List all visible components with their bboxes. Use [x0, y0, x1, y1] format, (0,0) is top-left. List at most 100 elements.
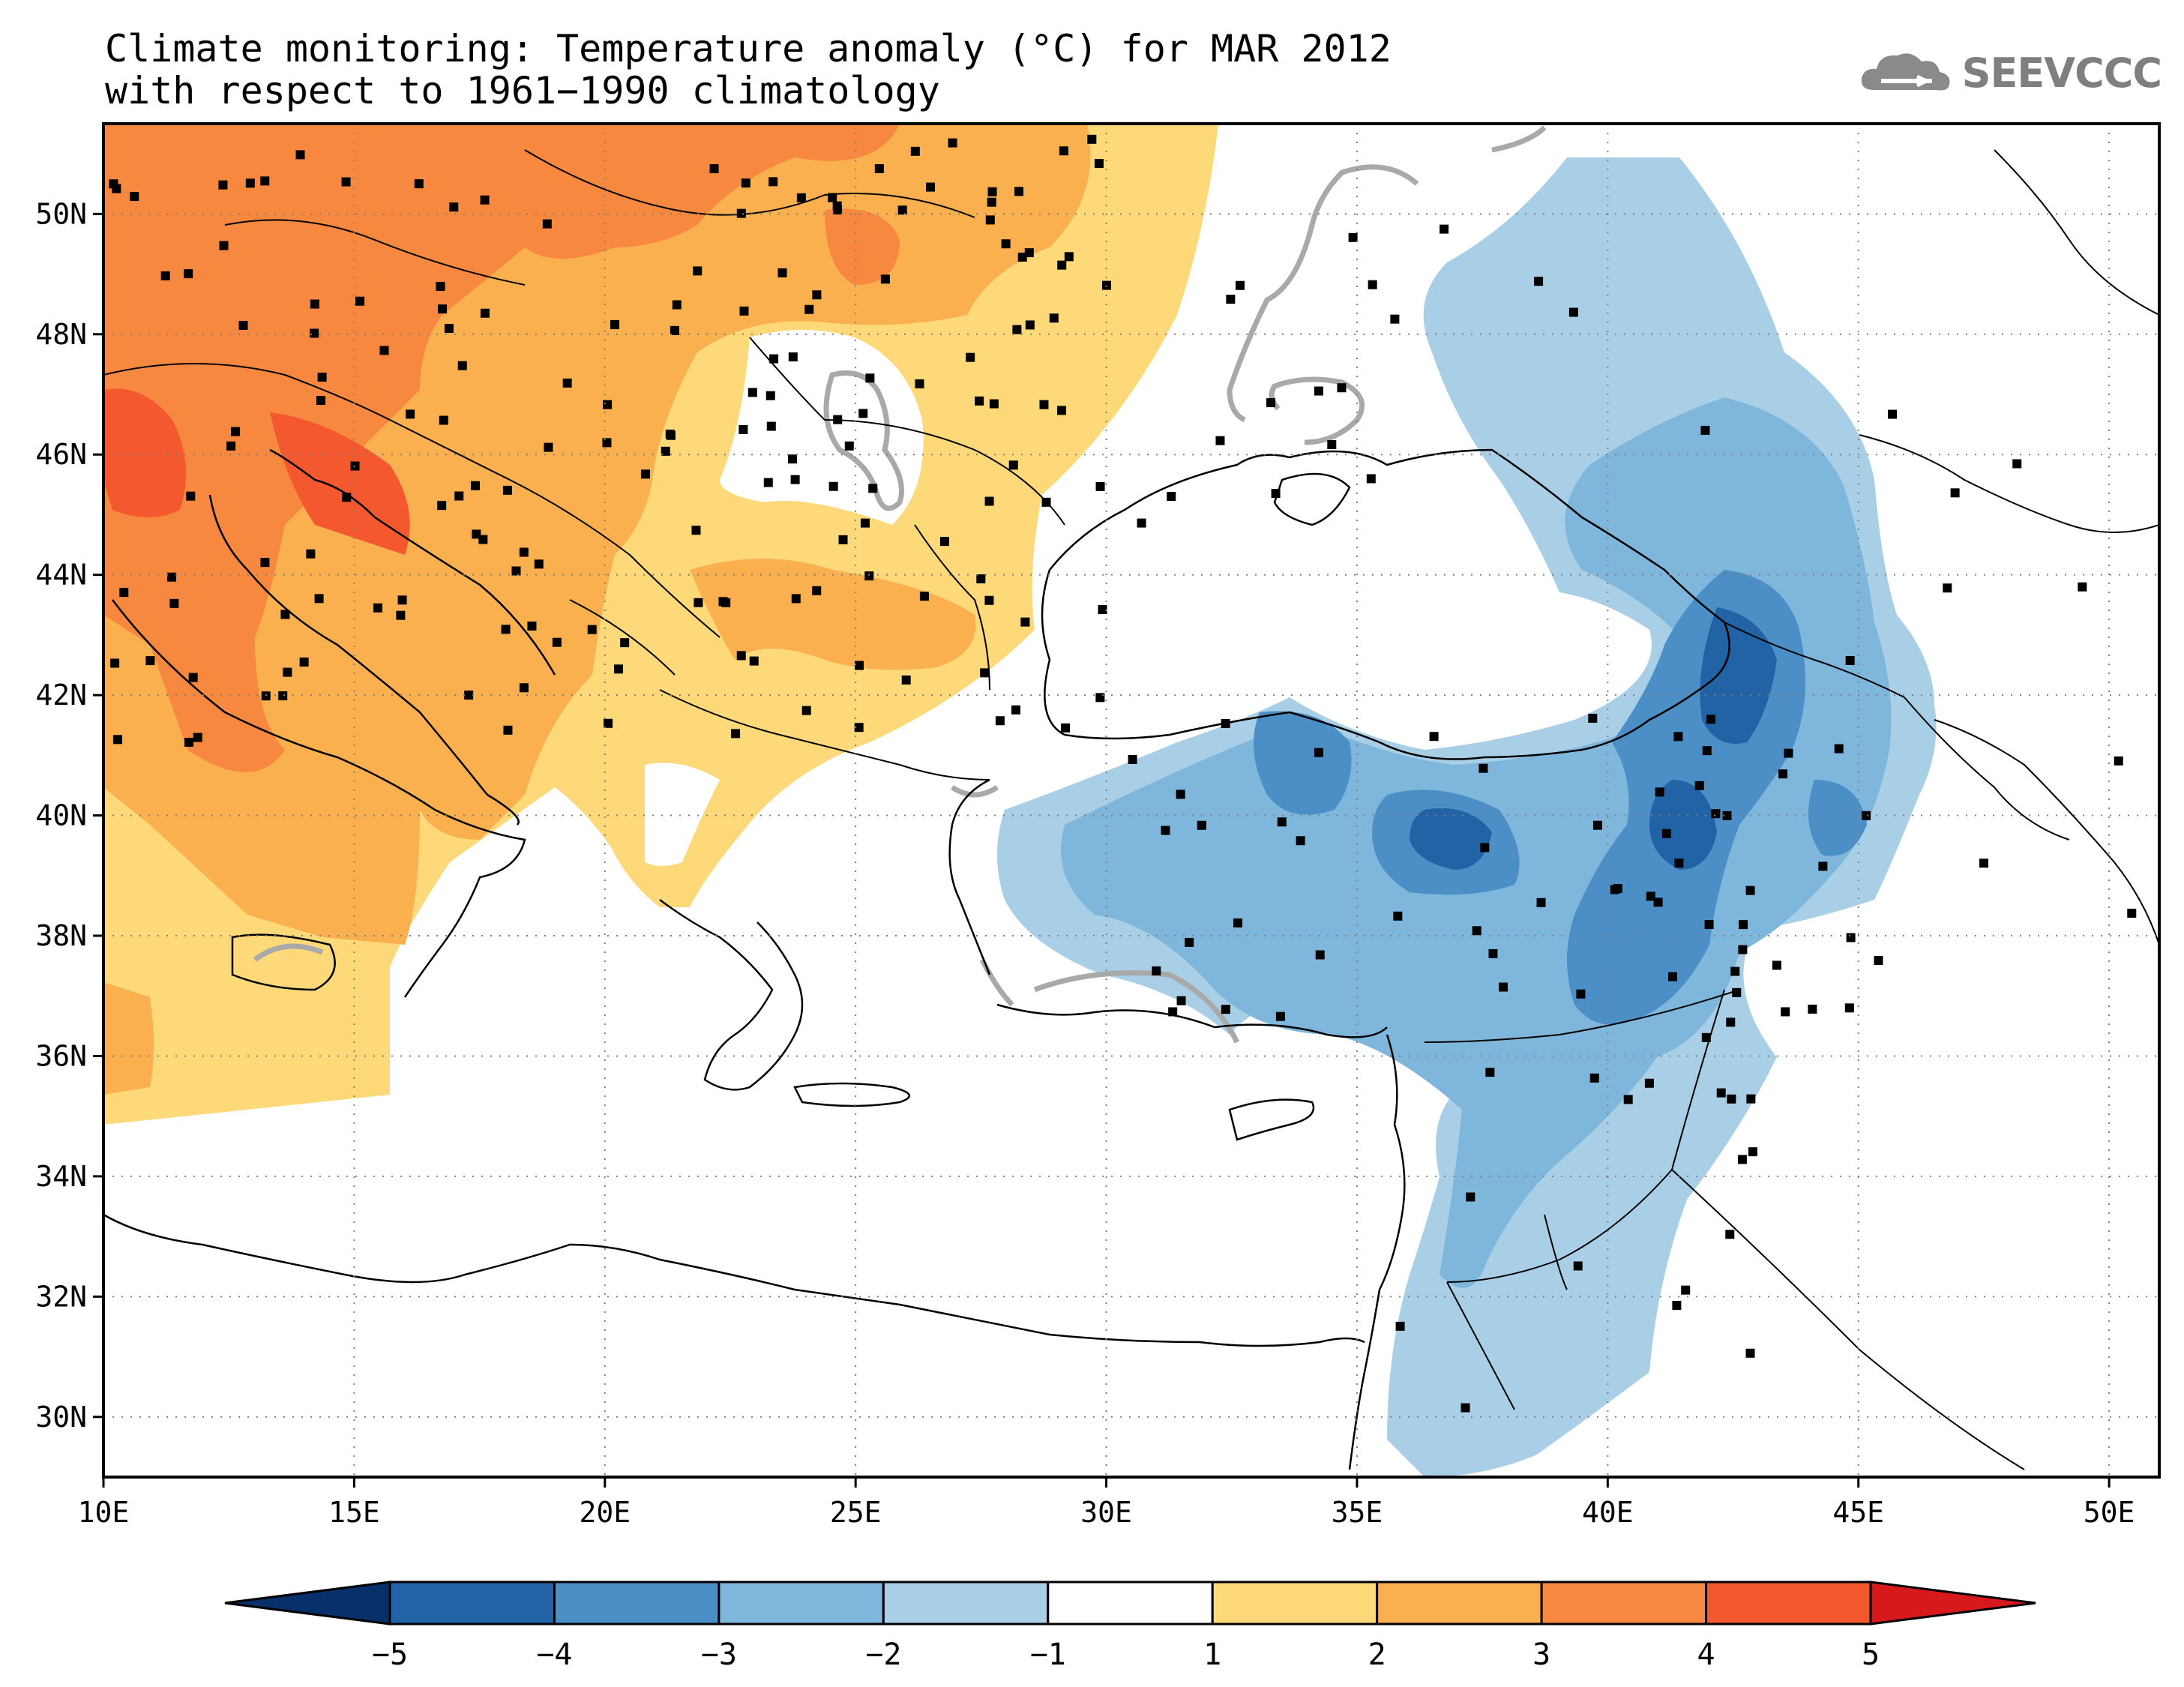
station-marker	[1644, 1078, 1654, 1088]
colorbar-bin	[718, 1581, 885, 1626]
station-marker	[694, 598, 703, 607]
station-marker	[1017, 252, 1027, 262]
station-marker	[2114, 756, 2123, 766]
station-marker	[169, 598, 179, 608]
station-marker	[1844, 1003, 1854, 1013]
station-marker	[186, 491, 196, 501]
station-marker	[1221, 1005, 1230, 1014]
colorbar-bin	[1376, 1581, 1543, 1626]
station-marker	[1001, 239, 1011, 249]
station-marker	[858, 409, 868, 418]
station-marker	[1197, 820, 1206, 830]
station-marker	[1673, 732, 1683, 742]
station-marker	[350, 461, 360, 471]
station-marker	[542, 219, 552, 229]
station-marker	[519, 683, 529, 693]
station-marker	[1730, 966, 1740, 976]
station-marker	[1653, 897, 1663, 907]
station-marker	[790, 475, 800, 484]
station-marker	[854, 723, 864, 733]
station-marker	[1738, 945, 1748, 954]
station-marker	[184, 269, 193, 279]
station-marker	[314, 594, 324, 604]
station-marker	[1366, 474, 1376, 484]
station-marker	[1185, 937, 1194, 947]
x-tick-label: 20E	[579, 1496, 631, 1529]
station-marker	[342, 493, 352, 502]
station-marker	[119, 588, 129, 598]
station-marker	[218, 180, 228, 190]
station-marker	[472, 529, 481, 539]
station-marker	[1888, 409, 1898, 419]
y-tick-label: 30N	[35, 1401, 87, 1434]
station-marker	[1700, 425, 1710, 435]
station-marker	[766, 421, 776, 431]
station-marker	[341, 177, 351, 187]
station-marker	[985, 215, 995, 225]
station-marker	[1478, 763, 1488, 773]
station-marker	[219, 241, 229, 250]
y-tick-label: 50N	[35, 197, 87, 230]
station-marker	[1314, 748, 1323, 757]
station-marker	[1152, 966, 1161, 975]
station-marker	[1672, 1300, 1682, 1310]
station-marker	[602, 438, 612, 448]
station-marker	[188, 673, 198, 682]
sicily-coast	[231, 933, 336, 991]
station-marker	[373, 603, 382, 613]
station-marker	[1266, 398, 1276, 408]
y-tick-label: 44N	[35, 559, 87, 592]
logo-text: SEEVCCC	[1961, 49, 2162, 97]
station-marker	[1589, 1073, 1599, 1083]
station-marker	[437, 501, 447, 511]
station-marker	[130, 192, 139, 202]
y-tick-label: 40N	[35, 799, 87, 832]
station-marker	[1087, 134, 1097, 144]
station-marker	[1681, 1285, 1691, 1295]
station-marker	[1167, 492, 1176, 502]
station-marker	[788, 352, 798, 362]
station-marker	[1275, 1011, 1285, 1021]
station-marker	[769, 354, 779, 364]
station-marker	[1661, 829, 1671, 838]
station-marker	[1393, 911, 1403, 921]
station-marker	[1745, 885, 1755, 895]
station-marker	[1221, 718, 1230, 728]
x-tick-label: 35E	[1332, 1496, 1383, 1529]
station-marker	[1460, 1403, 1470, 1413]
station-marker	[544, 442, 553, 452]
station-marker	[1725, 1230, 1735, 1239]
station-marker	[501, 625, 511, 634]
colorbar-label: −5	[372, 1638, 408, 1672]
station-marker	[457, 361, 467, 370]
colorbar-label: 2	[1368, 1638, 1386, 1672]
station-marker	[1576, 989, 1586, 999]
station-marker	[865, 373, 875, 383]
station-marker	[801, 706, 811, 715]
station-marker	[1979, 858, 1989, 868]
station-marker	[280, 610, 290, 619]
station-marker	[915, 379, 924, 388]
station-marker	[1655, 787, 1664, 797]
station-marker	[1315, 950, 1325, 960]
station-marker	[1488, 948, 1498, 958]
station-marker	[1722, 811, 1732, 820]
cyprus-coast	[1228, 1098, 1315, 1141]
station-marker	[1701, 1032, 1711, 1042]
station-marker	[1706, 715, 1716, 724]
station-marker	[1592, 820, 1602, 830]
station-marker	[534, 559, 544, 569]
warm-level-3-region	[103, 124, 900, 772]
cold-level-4-region	[1410, 607, 1777, 870]
seevccc-logo: SEEVCCC	[1859, 46, 2162, 99]
station-marker	[980, 668, 990, 678]
station-marker	[306, 549, 316, 559]
station-marker	[449, 202, 459, 212]
country-borders	[103, 149, 2159, 1470]
station-marker	[379, 346, 389, 355]
station-marker	[184, 738, 194, 748]
station-marker	[897, 205, 907, 215]
station-marker	[709, 164, 719, 174]
station-marker	[1095, 481, 1105, 491]
station-markers	[109, 134, 2137, 1413]
